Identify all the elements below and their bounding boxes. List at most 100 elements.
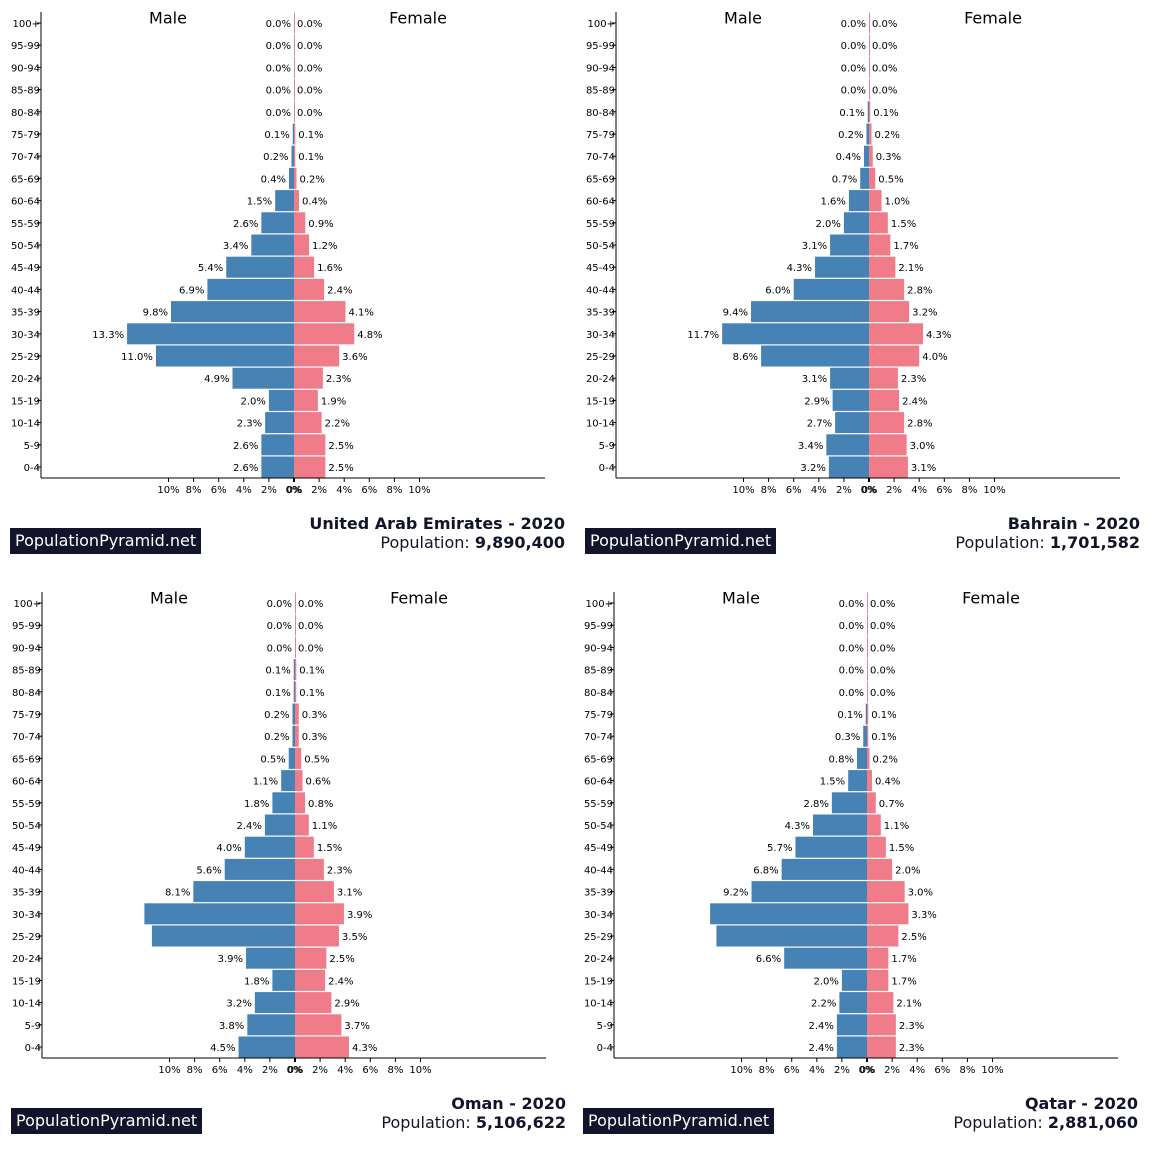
age-group-label: 95-99 bbox=[11, 41, 40, 52]
population-value: 2,881,060 bbox=[1047, 1113, 1138, 1132]
x-tick-label: 4% bbox=[911, 485, 927, 496]
male-bar bbox=[226, 256, 294, 278]
brand-badge[interactable]: PopulationPyramid.net bbox=[10, 528, 202, 554]
age-group-label: 0-4 bbox=[597, 1043, 613, 1054]
female-value-label: 0.0% bbox=[297, 86, 322, 97]
female-bar bbox=[867, 770, 873, 792]
male-value-label: 1.8% bbox=[244, 799, 269, 810]
male-value-label: 3.4% bbox=[223, 241, 248, 252]
brand-badge[interactable]: PopulationPyramid.net bbox=[585, 528, 777, 554]
age-group-label: 10-14 bbox=[586, 419, 615, 430]
male-value-label: 2.7% bbox=[807, 419, 832, 430]
male-bar bbox=[836, 1014, 867, 1036]
female-value-label: 1.9% bbox=[321, 396, 346, 407]
male-value-label: 0.0% bbox=[841, 86, 866, 97]
male-value-label: 1.5% bbox=[247, 197, 272, 208]
female-header-label: Female bbox=[390, 589, 448, 608]
female-value-label: 3.1% bbox=[911, 463, 936, 474]
x-tick-label: 8% bbox=[759, 1065, 775, 1076]
x-tick-label: 6% bbox=[786, 485, 802, 496]
male-value-label: 2.4% bbox=[236, 821, 261, 832]
age-group-label: 20-24 bbox=[11, 374, 40, 385]
x-tick-label: 0% bbox=[287, 1065, 303, 1076]
male-value-label: 5.4% bbox=[198, 263, 223, 274]
male-bar bbox=[722, 323, 869, 345]
male-value-label: 8.1% bbox=[165, 888, 190, 899]
male-value-label: 0.8% bbox=[829, 754, 854, 765]
age-group-label: 80-84 bbox=[586, 108, 615, 119]
age-group-label: 5-9 bbox=[25, 1021, 41, 1032]
male-bar bbox=[828, 456, 869, 478]
age-group-label: 20-24 bbox=[584, 954, 613, 965]
population-label: Population: bbox=[955, 533, 1045, 552]
female-bar bbox=[294, 123, 296, 145]
x-tick-label: 0% bbox=[860, 1065, 876, 1076]
female-bar bbox=[867, 725, 869, 747]
male-value-label: 0.3% bbox=[835, 732, 860, 743]
female-bar bbox=[869, 256, 896, 278]
male-bar bbox=[251, 234, 294, 256]
chart-title: Oman - 2020 bbox=[451, 1094, 566, 1113]
brand-badge[interactable]: PopulationPyramid.net bbox=[583, 1108, 775, 1134]
female-bar bbox=[869, 56, 870, 78]
female-bar bbox=[869, 212, 888, 234]
male-bar bbox=[784, 947, 867, 969]
x-tick-label: 8% bbox=[386, 485, 402, 496]
female-value-label: 0.0% bbox=[870, 599, 895, 610]
male-bar bbox=[830, 367, 869, 389]
x-tick-label: 4% bbox=[909, 1065, 925, 1076]
x-tick-label: 4% bbox=[237, 1065, 253, 1076]
male-bar bbox=[751, 301, 869, 323]
age-group-label: 85-89 bbox=[586, 86, 615, 97]
male-bar bbox=[866, 123, 869, 145]
male-value-label: 2.4% bbox=[808, 1043, 833, 1054]
female-value-label: 0.1% bbox=[299, 688, 324, 699]
male-bar bbox=[281, 770, 295, 792]
male-bar bbox=[836, 1036, 867, 1058]
male-value-label: 0.0% bbox=[841, 41, 866, 52]
female-bar bbox=[867, 703, 869, 725]
age-group-label: 60-64 bbox=[584, 777, 613, 788]
x-tick-label: 6% bbox=[784, 1065, 800, 1076]
female-value-label: 0.0% bbox=[872, 86, 897, 97]
age-group-label: 90-94 bbox=[586, 63, 615, 74]
x-tick-label: 0% bbox=[861, 485, 877, 496]
chart-title: United Arab Emirates - 2020 bbox=[309, 514, 565, 533]
female-value-label: 0.2% bbox=[873, 754, 898, 765]
male-value-label: 4.3% bbox=[787, 263, 812, 274]
female-value-label: 3.0% bbox=[910, 441, 935, 452]
female-bar bbox=[867, 681, 868, 703]
female-value-label: 0.0% bbox=[298, 643, 323, 654]
age-group-label: 30-34 bbox=[12, 910, 41, 921]
female-bar bbox=[867, 1036, 896, 1058]
female-value-label: 0.7% bbox=[879, 799, 904, 810]
male-bar bbox=[830, 234, 869, 256]
age-group-label: 0-4 bbox=[25, 1043, 41, 1054]
age-group-label: 20-24 bbox=[12, 954, 41, 965]
female-value-label: 0.6% bbox=[306, 777, 331, 788]
female-bar bbox=[869, 301, 910, 323]
female-value-label: 1.5% bbox=[889, 843, 914, 854]
age-group-label: 90-94 bbox=[11, 63, 40, 74]
male-bar bbox=[292, 703, 295, 725]
female-header-label: Female bbox=[389, 9, 447, 28]
age-group-label: 65-69 bbox=[11, 174, 40, 185]
male-bar bbox=[293, 681, 295, 703]
female-bar bbox=[869, 412, 905, 434]
female-bar bbox=[295, 703, 299, 725]
age-group-label: 60-64 bbox=[586, 197, 615, 208]
male-value-label: 0.0% bbox=[266, 86, 291, 97]
brand-badge[interactable]: PopulationPyramid.net bbox=[11, 1108, 203, 1134]
male-value-label: 0.0% bbox=[839, 688, 864, 699]
age-group-label: 0-4 bbox=[599, 463, 615, 474]
female-value-label: 0.5% bbox=[878, 174, 903, 185]
female-bar bbox=[869, 123, 872, 145]
female-bar bbox=[869, 79, 870, 101]
male-bar bbox=[291, 145, 294, 167]
male-value-label: 2.0% bbox=[815, 219, 840, 230]
male-bar bbox=[288, 747, 295, 769]
male-value-label: 0.0% bbox=[839, 621, 864, 632]
male-bar bbox=[848, 770, 867, 792]
male-value-label: 0.0% bbox=[266, 19, 291, 30]
male-bar bbox=[232, 367, 294, 389]
